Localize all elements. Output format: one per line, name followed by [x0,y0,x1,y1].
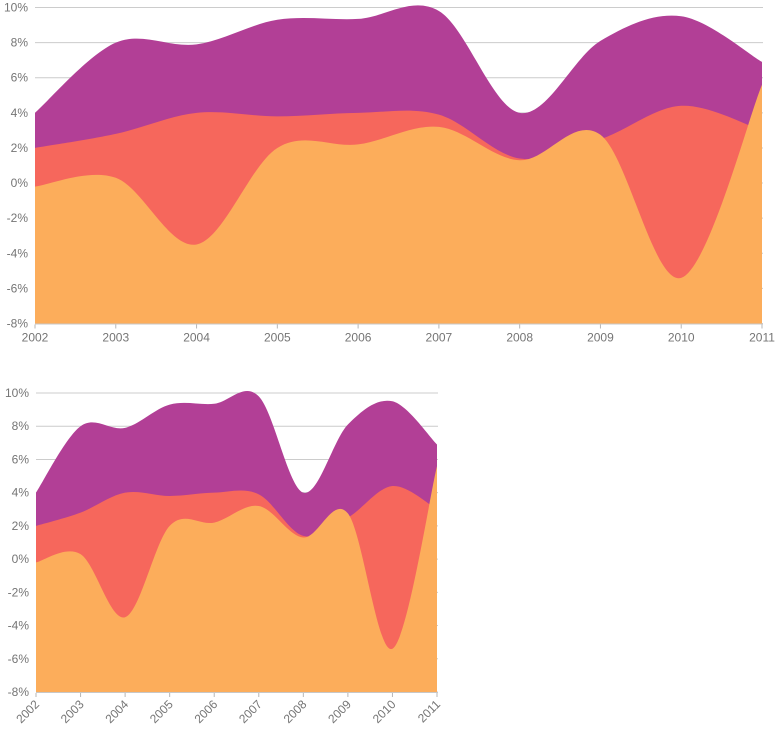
area-chart-bottom: 10% 8% 6% 4% 2% 0% -2% -4% -6% -8% 2002 2003 2004 200… [0,352,470,734]
area-chart-top-svg: 10% 8% 6% 4% 2% 0% -2% -4% -6% -8%2002 2003 2004 200… [4,1,775,345]
x-axis-label: 2002 [22,331,49,345]
y-axis-label: -4% [8,619,30,633]
x-axis-label: 2009 [325,697,354,726]
y-axis-label: 10% [4,1,28,15]
y-axis-label: 6% [12,452,30,466]
y-axis-label: -6% [7,281,29,295]
x-axis-label: 2002 [13,697,42,726]
x-axis-label: 2007 [236,697,265,726]
y-axis-label: 6% [11,71,29,85]
y-axis-label: -2% [7,211,29,225]
y-axis-label: 4% [12,486,30,500]
x-axis-label: 2010 [370,697,399,726]
x-axis-label: 2009 [587,331,614,345]
x-axis-label: 2003 [58,697,87,726]
x-axis-label: 2006 [192,697,221,726]
x-axis-label: 2008 [281,697,310,726]
x-axis-label: 2007 [426,331,453,345]
y-axis-label: -2% [8,585,30,599]
x-axis-label: 2004 [183,331,210,345]
area-series-orange[interactable] [35,84,762,324]
y-axis-label: 2% [11,141,29,155]
y-axis-label: 0% [12,552,30,566]
y-axis-label: 8% [12,419,30,433]
x-axis-label: 2003 [102,331,129,345]
y-axis-label: 8% [11,36,29,50]
y-axis-label: -4% [7,246,29,260]
x-axis-label: 2005 [147,697,176,726]
x-axis-label: 2011 [749,331,775,345]
y-axis-label: 10% [5,386,29,400]
y-axis-label: -6% [8,652,30,666]
y-axis-label: 2% [12,519,30,533]
x-axis-label: 2010 [668,331,695,345]
area-chart-bottom-svg: 10% 8% 6% 4% 2% 0% -2% -4% -6% -8%2002 2003 2004 200… [5,386,443,726]
area-chart-top: 10% 8% 6% 4% 2% 0% -2% -4% -6% -8% 2002 2003 2004 200… [0,0,777,350]
y-axis-label: -8% [7,317,29,331]
x-axis-label: 2011 [415,697,443,725]
x-axis-label: 2006 [345,331,372,345]
y-axis-label: 4% [11,106,29,120]
x-axis-label: 2005 [264,331,291,345]
area-series-orange[interactable] [36,466,437,692]
y-axis-label: -8% [8,685,30,699]
y-axis-label: 0% [11,176,29,190]
x-axis-label: 2008 [506,331,533,345]
x-axis-label: 2004 [102,697,131,726]
